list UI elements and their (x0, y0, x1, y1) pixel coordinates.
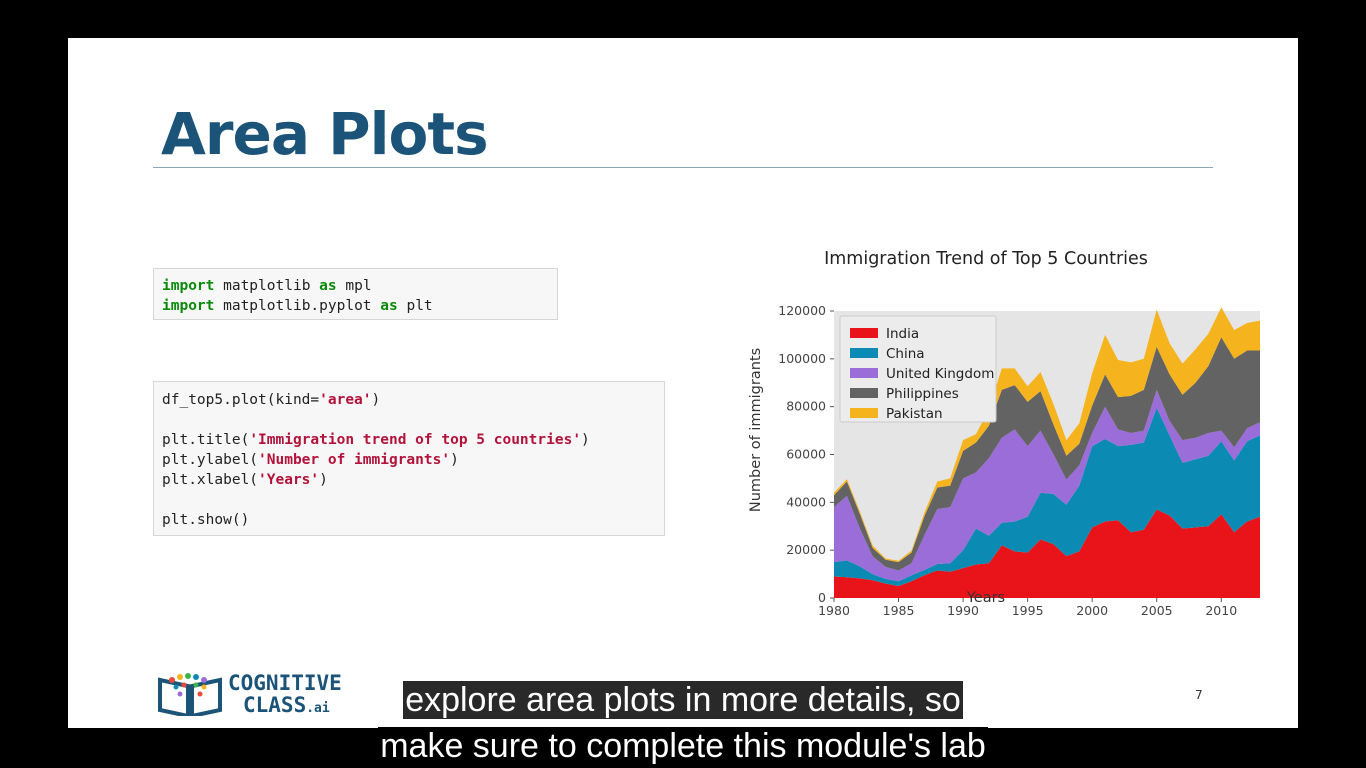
title-divider (153, 167, 1213, 168)
code-line: plt.xlabel('Years') (162, 470, 656, 490)
logo-line-2: CLASS.ai (228, 694, 342, 720)
subtitle-line-2: make sure to complete this module's lab (0, 725, 1366, 767)
chart-title: Immigration Trend of Top 5 Countries (824, 249, 1148, 269)
code-line: import matplotlib as mpl (162, 276, 549, 296)
code-text: df_top5.plot(kind= (162, 392, 320, 408)
slide: Area Plots import matplotlib as mpl impor… (68, 38, 1298, 728)
code-line: plt.ylabel('Number of immigrants') (162, 450, 656, 470)
code-line: plt.show() (162, 510, 656, 530)
cognitive-class-logo: COGNITIVE CLASS.ai (156, 672, 356, 722)
legend-swatch (850, 348, 878, 358)
y-tick-label: 120000 (778, 303, 826, 318)
code-string: 'Number of immigrants' (258, 452, 451, 468)
area-series-united-kingdom (834, 389, 1260, 582)
legend-label: Philippines (886, 386, 959, 402)
legend-swatch (850, 328, 878, 338)
code-cell-imports: import matplotlib as mpl import matplotli… (153, 268, 558, 320)
page-number: 7 (1195, 688, 1203, 702)
area-series-philippines (834, 337, 1260, 571)
code-text: ) (450, 452, 459, 468)
legend-label: India (886, 326, 919, 342)
code-keyword: as (319, 278, 337, 294)
code-string: 'Immigration trend of top 5 countries' (249, 432, 582, 448)
x-tick-label: 2005 (1141, 603, 1173, 618)
code-text: plt (397, 298, 433, 314)
code-string: 'Years' (258, 472, 320, 488)
x-tick-label: 2000 (1076, 603, 1108, 618)
area-series-china (834, 407, 1260, 586)
code-line (162, 410, 656, 430)
y-tick-label: 100000 (778, 351, 826, 366)
y-axis-label: Number of immigrants (748, 348, 764, 512)
slide-title: Area Plots (161, 100, 489, 168)
code-text: plt.show() (162, 512, 250, 528)
area-series-india (834, 509, 1260, 598)
code-text: mpl (336, 278, 372, 294)
y-tick-label: 60000 (786, 447, 826, 462)
x-tick-label: 1980 (818, 603, 850, 618)
area-chart: Immigration Trend of Top 5 Countries 198… (668, 238, 1268, 618)
logo-wordmark: COGNITIVE CLASS.ai (228, 672, 342, 720)
legend-swatch (850, 408, 878, 418)
code-text: ) (371, 392, 381, 408)
legend-label: United Kingdom (886, 366, 994, 382)
code-text: matplotlib (214, 278, 320, 294)
x-tick-label: 1990 (947, 603, 979, 618)
code-cell-plot: df_top5.plot(kind='area') plt.title('Immi… (153, 381, 665, 536)
legend-swatch (850, 388, 878, 398)
code-text: plt.title( (162, 432, 250, 448)
code-keyword: import (162, 298, 215, 314)
legend-box (839, 315, 997, 423)
code-text: ) (581, 432, 590, 448)
legend-swatch (850, 368, 878, 378)
code-keyword: as (380, 298, 398, 314)
legend-label: Pakistan (886, 406, 943, 422)
code-line: plt.title('Immigration trend of top 5 co… (162, 430, 656, 450)
logo-line-1: COGNITIVE (228, 671, 342, 695)
x-tick-label: 1995 (1012, 603, 1044, 618)
code-line: import matplotlib.pyplot as plt (162, 296, 549, 316)
chart-svg: Immigration Trend of Top 5 Countries 198… (748, 249, 1260, 618)
x-axis-label: Years (966, 590, 1005, 606)
logo-class-text: CLASS (243, 693, 307, 717)
code-string: 'area' (319, 392, 372, 408)
legend-label: China (886, 346, 925, 362)
subtitle-text-2: make sure to complete this module's lab (378, 727, 988, 765)
subtitle-line-1: explore area plots in more details, so (0, 679, 1366, 721)
y-tick-label: 80000 (786, 399, 826, 414)
y-tick-label: 0 (818, 590, 826, 605)
code-keyword: import (162, 278, 215, 294)
logo-suffix: .ai (306, 701, 330, 716)
code-line (162, 490, 656, 510)
subtitle-text-1: explore area plots in more details, so (403, 681, 963, 719)
y-tick-label: 40000 (786, 494, 826, 509)
code-text: plt.xlabel( (162, 472, 259, 488)
code-text: plt.ylabel( (162, 452, 259, 468)
code-text: matplotlib.pyplot (214, 298, 381, 314)
code-line: df_top5.plot(kind='area') (162, 390, 656, 410)
code-text: ) (319, 472, 328, 488)
area-series-pakistan (834, 307, 1260, 563)
x-tick-label: 1985 (883, 603, 915, 618)
y-tick-label: 20000 (786, 542, 826, 557)
x-tick-label: 2010 (1205, 603, 1237, 618)
